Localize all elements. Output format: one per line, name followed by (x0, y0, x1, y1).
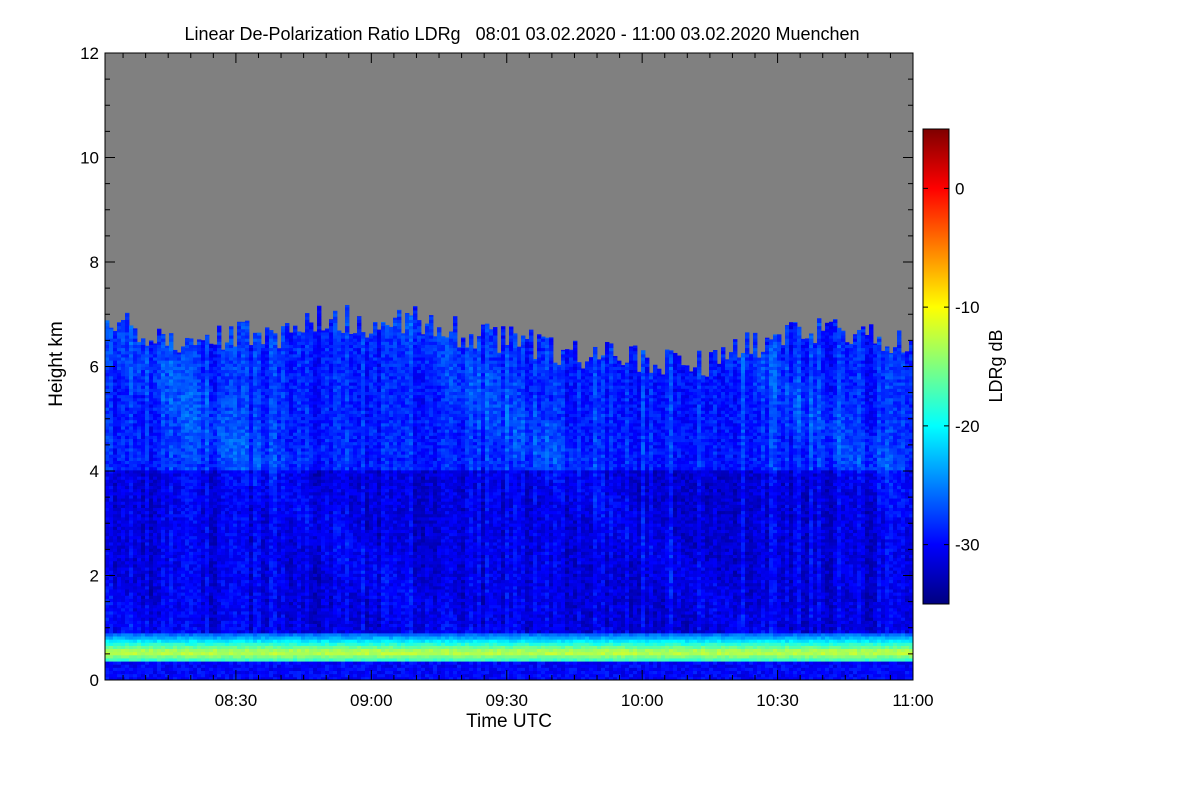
y-axis-label: Height km (46, 321, 67, 407)
colorbar-tick-label: -30 (955, 536, 980, 555)
y-tick-label: 8 (90, 253, 99, 272)
colorbar-label: LDRg dB (986, 329, 1006, 402)
y-axis: 0 2 4 6 8 10 12 (80, 44, 913, 690)
plot-area (105, 53, 913, 680)
colorbar-ticks: 0 -10 -20 -30 (923, 179, 980, 555)
y-tick-label: 6 (90, 358, 99, 377)
y-tick-label: 0 (90, 671, 99, 690)
colorbar: 0 -10 -20 -30 LDRg dB (922, 128, 1006, 605)
colorbar-tick-label: -20 (955, 417, 980, 436)
colorbar-tick-label: -10 (955, 298, 980, 317)
y-tick-label: 12 (80, 44, 99, 63)
x-tick-label: 09:00 (350, 691, 393, 710)
x-tick-label: 10:00 (621, 691, 664, 710)
colorbar-tick-label: 0 (955, 179, 964, 198)
x-axis-label: Time UTC (466, 711, 552, 732)
x-tick-label: 08:30 (215, 691, 258, 710)
colorbar-gradient (922, 128, 950, 605)
x-tick-label: 10:30 (756, 691, 799, 710)
y-tick-label: 10 (80, 149, 99, 168)
chart-title: Linear De-Polarization Ratio LDRg 08:01 … (184, 24, 859, 44)
x-tick-label: 09:30 (485, 691, 528, 710)
y-tick-label: 2 (90, 567, 99, 586)
heatmap-layer (105, 304, 913, 680)
x-axis: 08:30 09:00 09:30 10:00 10:30 11:00 (122, 53, 934, 710)
y-tick-label: 4 (90, 462, 99, 481)
x-tick-label: 11:00 (892, 691, 933, 710)
